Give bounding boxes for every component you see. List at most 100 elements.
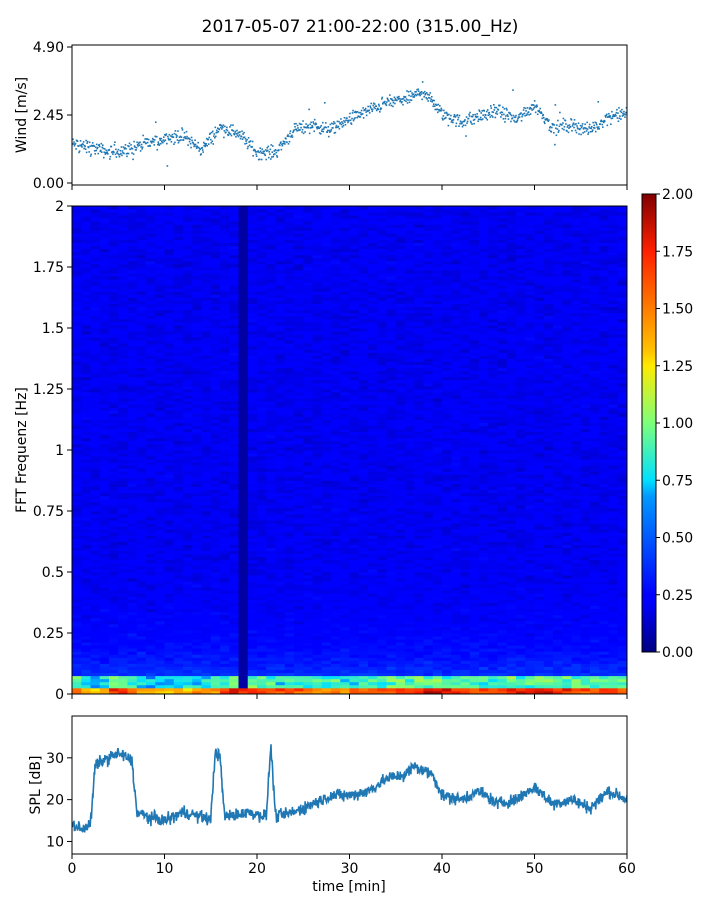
spectrogram-cell: [155, 407, 165, 411]
spectrogram-cell: [238, 257, 249, 262]
spectrogram-cell: [109, 602, 119, 606]
spectrogram-cell: [155, 553, 165, 558]
wind-point: [339, 122, 342, 124]
spectrogram-cell: [136, 541, 147, 545]
spectrogram-cell: [192, 602, 202, 606]
wind-point: [563, 128, 565, 131]
spectrogram-cell: [90, 678, 101, 683]
spectrogram-cell: [136, 578, 147, 582]
spectrogram-cell: [220, 218, 230, 222]
spectrogram-cell: [266, 690, 276, 694]
spectrogram-cell: [210, 236, 221, 240]
spectrogram-cell: [284, 422, 295, 426]
spectrogram-cell: [266, 273, 276, 277]
spectrogram-cell: [118, 675, 128, 680]
spectrogram-cell: [72, 209, 82, 213]
spectrogram-cell: [81, 587, 91, 591]
wind-point: [349, 119, 352, 122]
spectrogram-cell: [109, 294, 119, 298]
spectrogram-cell: [90, 291, 101, 295]
spectrogram-cell: [210, 355, 221, 359]
spectrogram-cell: [229, 434, 239, 439]
spectrogram-cell: [284, 215, 295, 219]
spectrogram-cell: [192, 468, 202, 472]
spectrogram-cell: [155, 556, 165, 561]
spectrogram-cell: [257, 385, 267, 390]
spectrogram-cell: [257, 633, 267, 637]
spectrogram-cell: [257, 599, 267, 603]
spectrogram-cell: [146, 294, 156, 298]
wind-point: [197, 141, 199, 144]
spectrogram-cell: [81, 565, 91, 570]
spectrogram-cell: [210, 321, 221, 326]
spectrogram-cell: [118, 370, 128, 375]
spectrogram-cell: [284, 556, 295, 561]
spectrogram-cell: [118, 340, 128, 344]
spectrogram-cell: [192, 489, 202, 494]
spectrogram-cell: [109, 675, 119, 680]
spectrogram-cell: [192, 633, 202, 637]
spectrogram-cell: [146, 648, 156, 652]
wind-point: [408, 94, 410, 97]
spectrogram-cell: [72, 514, 82, 518]
spectrogram-cell: [127, 443, 138, 448]
spectrogram-cell: [99, 507, 110, 512]
spectrogram-cell: [210, 544, 221, 548]
spectrogram-cell: [192, 343, 202, 347]
wind-point: [600, 120, 603, 123]
spectrogram-cell: [146, 337, 156, 341]
spectrogram-cell: [109, 593, 119, 597]
wind-point: [359, 116, 361, 118]
spectrogram-cell: [99, 526, 110, 530]
spectrogram-cell: [72, 294, 82, 298]
spectrogram-cell: [201, 645, 212, 649]
spectrogram-cell: [210, 456, 221, 460]
wind-point: [281, 144, 284, 147]
spectrogram-cell: [90, 529, 101, 533]
spectrogram-cell: [192, 575, 202, 579]
spectrogram-cell: [173, 639, 184, 643]
spectrogram-cell: [192, 529, 202, 533]
wind-point: [390, 98, 392, 100]
wind-point: [596, 126, 599, 128]
spectrogram-cell: [220, 453, 230, 457]
spectrogram-cell: [192, 614, 202, 619]
spectrogram-cell: [201, 572, 212, 576]
spectrogram-cell: [127, 626, 138, 631]
spectrogram-cell: [109, 578, 119, 582]
spectrogram-cell: [99, 334, 110, 338]
wind-point: [455, 125, 457, 128]
wind-point: [258, 151, 260, 154]
spectrogram-cell: [136, 529, 147, 533]
spectrogram-cell: [118, 511, 128, 515]
spectrogram-cell: [72, 593, 82, 597]
spectrogram-cell: [81, 654, 91, 658]
spectrogram-cell: [90, 321, 101, 326]
spectrogram-cell: [275, 209, 286, 213]
spectrogram-cell: [90, 212, 101, 216]
spectrogram-cell: [136, 626, 147, 631]
spectrogram-cell: [183, 236, 193, 240]
spectrogram-cell: [247, 480, 258, 484]
spectrogram-cell: [220, 669, 230, 674]
wind-point: [485, 110, 488, 113]
wind-point: [618, 107, 620, 109]
wind-point: [546, 119, 549, 122]
spectrogram-cell: [257, 428, 267, 433]
wind-point: [360, 109, 363, 112]
wind-point: [364, 107, 367, 110]
spectrogram-cell: [155, 315, 165, 320]
spectrogram-cell: [173, 343, 184, 347]
spectrogram-cell: [164, 428, 175, 433]
spectrogram-cell: [99, 544, 110, 548]
wind-point: [490, 114, 493, 117]
spectrogram-cell: [118, 355, 128, 359]
spectrogram-cell: [90, 355, 101, 359]
spectrogram-cell: [146, 614, 156, 619]
spectrogram-cell: [127, 236, 138, 240]
spectrogram-cell: [210, 489, 221, 494]
spectrogram-cell: [99, 629, 110, 634]
spectrogram-cell: [220, 242, 230, 247]
spectrogram-cell: [81, 224, 91, 228]
spectrogram-cell: [90, 559, 101, 564]
